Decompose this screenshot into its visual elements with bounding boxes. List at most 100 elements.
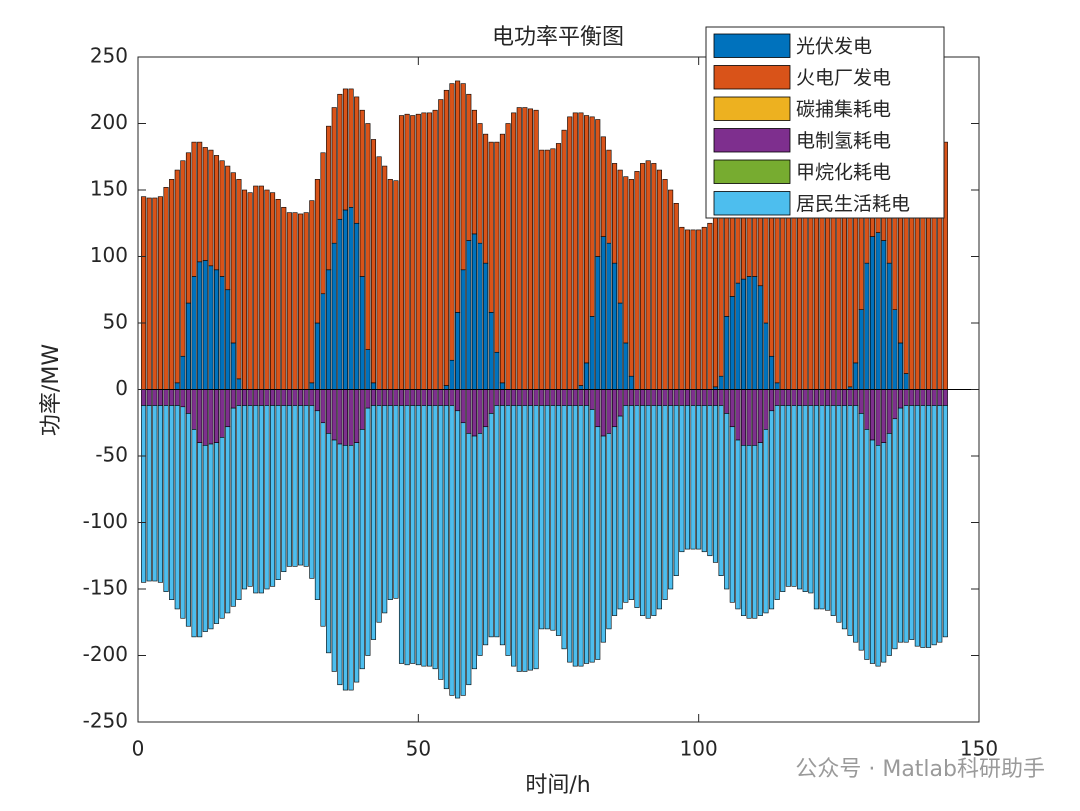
- bar: [376, 405, 382, 623]
- bar: [881, 442, 887, 663]
- bar: [869, 389, 876, 441]
- bar: [606, 433, 612, 630]
- bar: [662, 389, 668, 406]
- bar: [398, 115, 405, 390]
- bar: [785, 192, 791, 390]
- bar: [920, 389, 926, 406]
- bar: [802, 405, 808, 592]
- bar: [443, 389, 449, 406]
- bar: [567, 116, 573, 390]
- bar: [499, 405, 505, 646]
- bar: [920, 405, 926, 648]
- bar: [320, 152, 326, 295]
- bar: [466, 433, 472, 686]
- bar: [780, 405, 786, 592]
- bar: [376, 156, 382, 390]
- bar: [337, 93, 343, 220]
- bar: [247, 389, 253, 406]
- bar: [942, 389, 948, 406]
- bar: [606, 242, 612, 390]
- bar: [174, 169, 180, 384]
- bar: [483, 262, 489, 390]
- bar: [656, 389, 662, 406]
- bar: [544, 149, 550, 390]
- bar: [382, 165, 388, 390]
- bar: [757, 389, 763, 444]
- bar: [858, 309, 864, 390]
- legend-label: 火电厂发电: [796, 67, 891, 89]
- bar: [258, 185, 264, 390]
- bar: [724, 413, 730, 590]
- bar: [320, 293, 326, 390]
- bar: [410, 389, 416, 406]
- bar: [858, 413, 864, 651]
- bar: [875, 232, 881, 390]
- y-tick-label: -250: [83, 709, 128, 733]
- bar: [769, 355, 775, 390]
- bar: [785, 405, 791, 587]
- bar: [331, 242, 337, 390]
- legend-swatch: [713, 96, 791, 121]
- bar: [628, 389, 634, 406]
- bar: [247, 405, 253, 587]
- bar: [589, 316, 595, 390]
- bar: [488, 312, 494, 390]
- bar: [488, 389, 494, 414]
- bar: [236, 378, 242, 390]
- bar: [617, 415, 623, 610]
- bar: [746, 276, 752, 390]
- bar: [326, 269, 332, 390]
- bar: [146, 389, 152, 406]
- bar: [275, 405, 281, 580]
- bar: [477, 123, 483, 244]
- bar: [774, 405, 780, 600]
- bar: [712, 216, 719, 388]
- bar: [376, 389, 382, 406]
- bar: [348, 206, 354, 390]
- bar: [213, 155, 220, 271]
- bar: [230, 172, 236, 344]
- bar: [191, 141, 197, 277]
- bar: [505, 123, 511, 390]
- bar: [561, 405, 567, 650]
- bar: [612, 163, 618, 264]
- bar: [415, 113, 421, 390]
- bar: [354, 389, 360, 444]
- bar: [712, 389, 719, 406]
- bar: [438, 389, 444, 406]
- bar: [354, 222, 360, 390]
- bar: [684, 405, 690, 550]
- bar: [718, 405, 724, 576]
- bar: [483, 426, 489, 646]
- bar: [326, 389, 332, 434]
- bar: [640, 405, 646, 616]
- bar: [415, 389, 421, 406]
- bar: [802, 389, 808, 406]
- bar: [539, 149, 545, 390]
- bar: [617, 302, 623, 390]
- bar: [813, 389, 819, 406]
- bar: [892, 418, 898, 650]
- bar: [651, 389, 657, 406]
- bar: [460, 83, 466, 271]
- bar: [628, 405, 634, 600]
- bar: [578, 389, 584, 406]
- bar: [595, 119, 601, 257]
- bar: [365, 407, 371, 656]
- bar: [606, 389, 612, 434]
- bar: [443, 405, 449, 690]
- bar: [735, 282, 741, 390]
- bar: [320, 389, 326, 424]
- bar: [600, 136, 606, 237]
- bar: [241, 389, 248, 406]
- y-axis-label: 功率/MW: [39, 344, 64, 436]
- bar: [348, 88, 354, 208]
- bar: [314, 179, 320, 324]
- bar: [668, 389, 674, 406]
- bar: [432, 109, 438, 390]
- bar: [365, 389, 371, 409]
- bar: [449, 405, 455, 696]
- bar: [640, 389, 646, 406]
- bar: [208, 389, 214, 445]
- bar: [494, 405, 500, 638]
